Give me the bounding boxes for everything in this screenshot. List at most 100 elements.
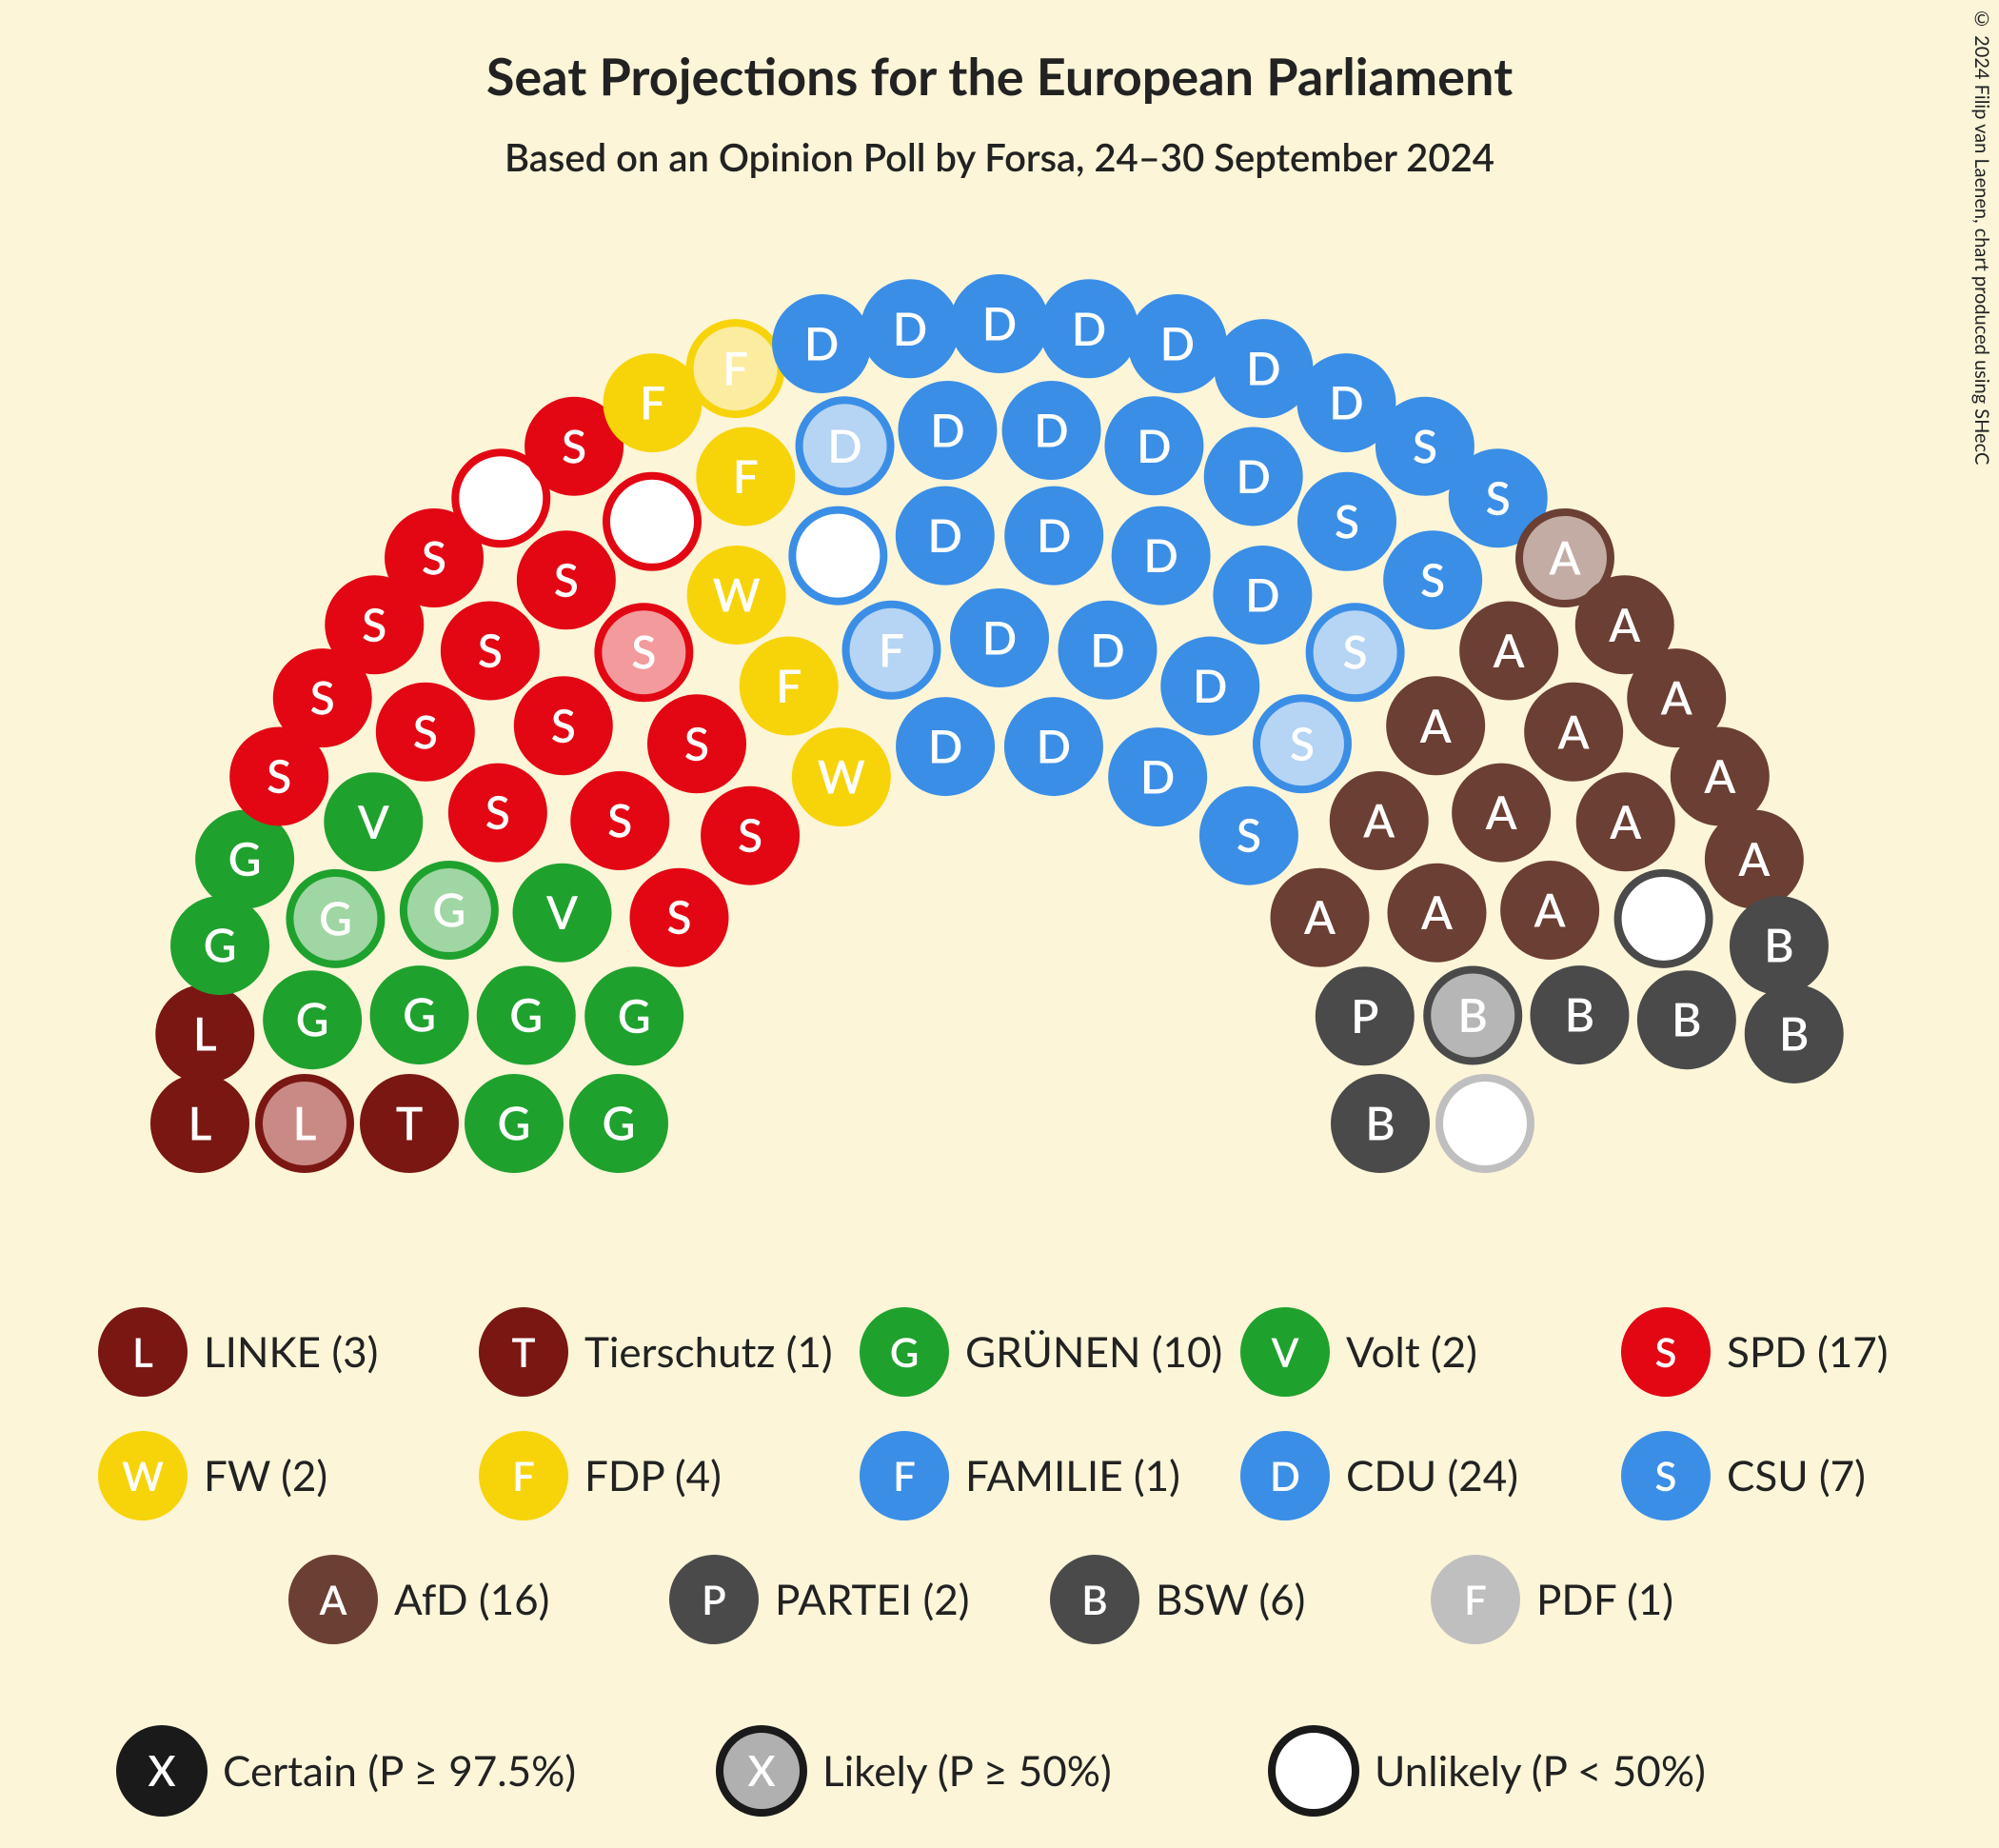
seat-letter: S <box>1486 471 1511 526</box>
legend-swatch-letter: T <box>511 1328 535 1376</box>
seat-letter: G <box>432 884 465 938</box>
seat-letter: G <box>618 989 651 1043</box>
seat: W <box>796 731 887 823</box>
seat: D <box>800 400 891 491</box>
seat-letter: S <box>738 808 762 863</box>
seat-letter: B <box>1565 988 1594 1043</box>
legend-swatch-letter: B <box>1081 1576 1107 1623</box>
seat: D <box>1112 731 1203 823</box>
seat-letter: D <box>1245 567 1280 622</box>
legend-swatch-letter: F <box>1464 1576 1487 1623</box>
seat-letter: D <box>1034 404 1069 458</box>
seat: A <box>1674 731 1766 823</box>
seat-letter: A <box>1534 884 1567 938</box>
seat-letter: S <box>1343 626 1368 680</box>
certainty-swatch-letter: X <box>1299 1746 1327 1796</box>
seat: D <box>954 278 1045 369</box>
seat: D <box>1164 641 1256 732</box>
seat-letter: D <box>1236 449 1271 504</box>
seat-letter: L <box>193 1006 217 1061</box>
seat-letter: S <box>362 598 386 652</box>
seat: S <box>1387 534 1478 626</box>
seat: D <box>900 490 991 582</box>
seat-letter: A <box>1703 749 1736 804</box>
seat: D <box>900 701 991 792</box>
legend-label: FW (2) <box>204 1451 327 1500</box>
seat-letter: D <box>1090 623 1125 677</box>
seat-letter: W <box>713 567 761 622</box>
seat: B <box>1733 900 1825 991</box>
legend-label: AfD (16) <box>394 1575 549 1624</box>
seat: A <box>1528 686 1619 778</box>
legend-label: CSU (7) <box>1727 1451 1866 1500</box>
seat-letter: A <box>1557 705 1591 759</box>
legend-label: Volt (2) <box>1346 1327 1477 1377</box>
seat-letter: D <box>928 508 963 563</box>
legend-label: GRÜNEN (10) <box>965 1327 1222 1377</box>
seat-letter: A <box>1419 699 1453 753</box>
seat: G <box>267 974 358 1065</box>
seat-letter: S <box>478 624 503 678</box>
seat-letter: D <box>1246 342 1281 396</box>
legend-label: FAMILIE (1) <box>965 1451 1180 1500</box>
seat-letter: T <box>396 1097 424 1151</box>
seat: G <box>174 900 266 991</box>
seat-letter: D <box>1193 659 1228 713</box>
seat-letter: G <box>498 1097 531 1151</box>
seat-letter: S <box>607 794 632 848</box>
seat-letter: S <box>1413 419 1437 473</box>
seat-letter: D <box>982 611 1018 666</box>
seat: A <box>1275 872 1366 964</box>
seat: S <box>704 790 796 882</box>
seat-letter: D <box>982 297 1018 351</box>
seat: D <box>1208 430 1299 522</box>
seat-letter: P <box>1351 989 1378 1043</box>
seat-letter: A <box>1485 785 1518 840</box>
seat: G <box>468 1078 560 1169</box>
legend-swatch-letter: D <box>1270 1452 1300 1500</box>
seat-letter: G <box>296 993 329 1047</box>
legend-swatch-letter: F <box>512 1452 535 1500</box>
seat-letter: B <box>1779 1006 1809 1061</box>
seat: A <box>1463 605 1554 696</box>
seat-letter: D <box>821 528 856 583</box>
seat-letter: D <box>1037 508 1072 563</box>
seat: V <box>327 776 419 867</box>
seat: S <box>574 775 665 866</box>
seat: S <box>1310 606 1401 698</box>
seat-letter: S <box>413 705 438 759</box>
seat-letter: A <box>1737 832 1771 886</box>
seat: G <box>573 1078 664 1169</box>
chart-subtitle: Based on an Opinion Poll by Forsa, 24–30… <box>505 134 1494 180</box>
legend-swatch-letter: P <box>702 1576 726 1623</box>
seat: W <box>691 549 782 641</box>
seat-letter: G <box>603 1097 636 1151</box>
seat-letter: F <box>733 449 759 504</box>
seat-letter: S <box>1335 494 1359 548</box>
seat: A <box>1709 814 1800 905</box>
seat-letter: S <box>1237 808 1261 863</box>
seat-letter: F <box>640 376 665 430</box>
seat-letter: G <box>509 988 543 1043</box>
seat-letter: D <box>827 419 862 473</box>
legend-label: CDU (24) <box>1346 1451 1518 1500</box>
seat: L <box>159 988 250 1080</box>
seat-letter: L <box>188 1097 212 1151</box>
seat: S <box>1203 790 1295 882</box>
seat: L <box>154 1078 246 1169</box>
seat: D <box>864 283 956 374</box>
seat: V <box>517 867 608 959</box>
seat-letter: B <box>1365 1097 1395 1151</box>
seat-letter: A <box>1660 671 1693 725</box>
chart-title: Seat Projections for the European Parlia… <box>486 45 1513 107</box>
seat-letter: D <box>930 404 965 458</box>
seat-letter: A <box>1548 531 1581 586</box>
seat: B <box>1427 970 1518 1062</box>
seat: D <box>1132 298 1223 389</box>
seat: D <box>1116 510 1207 602</box>
seat: S <box>521 534 612 626</box>
legend-label: Tierschutz (1) <box>584 1327 833 1377</box>
legend-label: FDP (4) <box>584 1451 722 1500</box>
seat: D <box>1217 549 1308 641</box>
seat: S <box>606 476 698 567</box>
